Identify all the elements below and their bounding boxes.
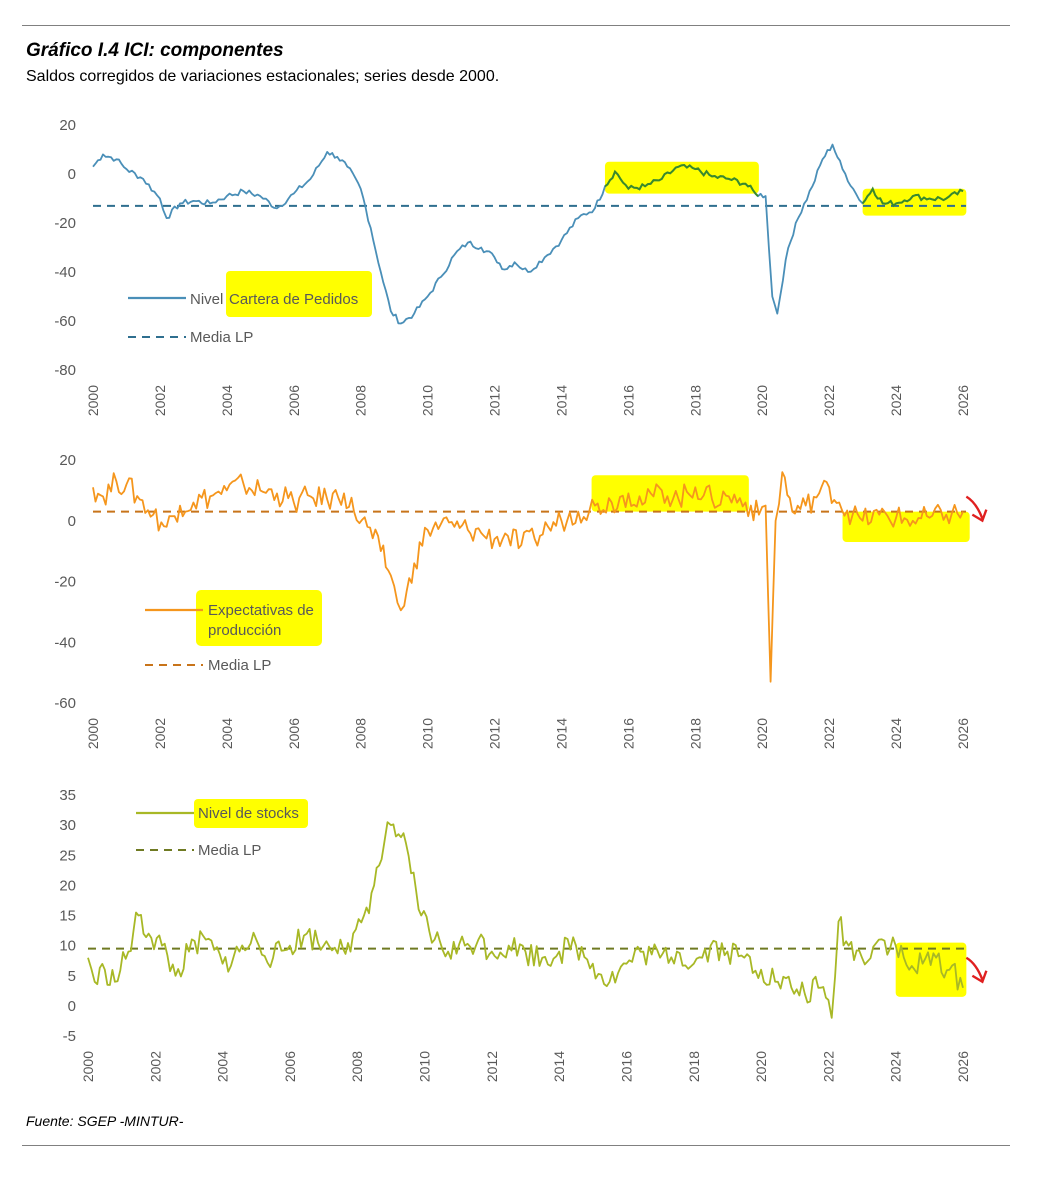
legend-cartera-pedidos: Nivel Cartera de Pedidos Media LP	[128, 271, 372, 346]
legend-label-cartera: Cartera de Pedidos	[229, 291, 358, 308]
x-tick-label: 2008	[353, 718, 369, 749]
highlight-region-0	[895, 942, 967, 997]
y-tick-label: 0	[68, 166, 76, 183]
legend-label-media: Media LP	[198, 842, 261, 859]
legend-label-nivel: Nivel	[190, 291, 223, 308]
x-tick-label: 2016	[618, 1051, 634, 1082]
y-tick-label: 35	[59, 787, 76, 804]
x-tick-label: 2000	[85, 718, 101, 749]
y-tick-label: -40	[54, 264, 76, 281]
legend-label-expectativas-1: Expectativas de	[208, 602, 314, 619]
legend-label-stocks: Nivel de stocks	[198, 805, 299, 822]
x-tick-label: 2010	[420, 385, 436, 416]
legend-label-media: Media LP	[208, 657, 271, 674]
annotation-arrow	[965, 495, 988, 523]
x-tick-label: 2018	[687, 385, 703, 416]
y-tick-label: 20	[59, 877, 76, 894]
chart-subtitle: Saldos corregidos de variaciones estacio…	[26, 68, 500, 85]
x-tick-label: 2008	[353, 385, 369, 416]
legend-highlight	[194, 799, 308, 828]
x-tick-label: 2018	[686, 1051, 702, 1082]
y-tick-label: 0	[68, 998, 76, 1015]
x-tick-label: 2022	[821, 718, 837, 749]
x-tick-label: 2008	[349, 1051, 365, 1082]
x-tick-label: 2020	[753, 1051, 769, 1082]
x-tick-label: 2020	[754, 385, 770, 416]
annotation-arrow	[965, 956, 988, 984]
legend-highlight	[196, 590, 322, 646]
top-rule	[22, 25, 1010, 26]
chart-panel-cartera-pedidos: 20 0 -20 -40 -60 -80 2000 2002 2004 2006 2008 2010 2…	[54, 117, 971, 416]
x-tick-label: 2012	[487, 385, 503, 416]
y-tick-label: -60	[54, 313, 76, 330]
highlight-region-1	[862, 188, 967, 216]
y-tick-label: 25	[59, 847, 76, 864]
legend-label-media: Media LP	[190, 329, 253, 346]
x-tick-label: 2022	[820, 1051, 836, 1082]
series-line	[92, 143, 964, 325]
series-line	[92, 471, 964, 683]
legend-expectativas: Expectativas de producción Media LP	[145, 590, 322, 674]
y-tick-label: 20	[59, 117, 76, 134]
x-tick-label: 2024	[888, 1051, 904, 1082]
x-tick-label: 2026	[955, 385, 971, 416]
x-tick-label: 2016	[620, 385, 636, 416]
bottom-rule	[22, 1145, 1010, 1146]
x-tick-label: 2026	[955, 1051, 971, 1082]
source-note: Fuente: SGEP -MINTUR-	[26, 1113, 184, 1129]
x-tick-label: 2006	[286, 385, 302, 416]
x-tick-label: 2004	[219, 385, 235, 416]
x-tick-label: 2018	[687, 718, 703, 749]
x-tick-label: 2012	[484, 1051, 500, 1082]
x-tick-label: 2004	[215, 1051, 231, 1082]
x-tick-label: 2016	[620, 718, 636, 749]
y-tick-label: -60	[54, 695, 76, 712]
x-tick-label: 2000	[80, 1051, 96, 1082]
x-tick-label: 2002	[152, 718, 168, 749]
x-tick-label: 2024	[888, 385, 904, 416]
x-tick-label: 2026	[955, 718, 971, 749]
chart-title: Gráfico I.4 ICI: componentes	[26, 40, 284, 61]
x-tick-label: 2006	[286, 718, 302, 749]
series-line-highlighted-1	[861, 186, 964, 208]
highlight-region-1	[842, 511, 970, 543]
y-tick-label: -80	[54, 362, 76, 379]
x-tick-label: 2020	[754, 718, 770, 749]
y-tick-label: -40	[54, 634, 76, 651]
x-tick-label: 2014	[553, 718, 569, 749]
series-line-highlighted-0	[604, 163, 759, 197]
x-tick-label: 2002	[152, 385, 168, 416]
x-tick-label: 2006	[282, 1051, 298, 1082]
legend-stocks: Nivel de stocks Media LP	[136, 799, 308, 859]
x-tick-label: 2012	[487, 718, 503, 749]
y-tick-label: -5	[63, 1028, 76, 1045]
x-tick-label: 2014	[551, 1051, 567, 1082]
x-tick-label: 2010	[417, 1051, 433, 1082]
legend-highlight	[226, 271, 372, 317]
y-tick-label: 10	[59, 938, 76, 955]
y-tick-label: 5	[68, 968, 76, 985]
y-tick-label: 15	[59, 908, 76, 925]
x-tick-label: 2004	[219, 718, 235, 749]
x-tick-label: 2010	[420, 718, 436, 749]
y-tick-label: -20	[54, 574, 76, 591]
x-tick-label: 2014	[553, 385, 569, 416]
y-tick-label: 20	[59, 452, 76, 469]
legend-label-expectativas-2: producción	[208, 622, 281, 639]
x-tick-label: 2024	[888, 718, 904, 749]
y-tick-label: 0	[68, 513, 76, 530]
x-tick-label: 2000	[85, 385, 101, 416]
series-line	[87, 821, 964, 1019]
y-tick-label: -20	[54, 215, 76, 232]
x-tick-label: 2022	[821, 385, 837, 416]
x-tick-label: 2002	[147, 1051, 163, 1082]
y-tick-label: 30	[59, 817, 76, 834]
chart-panel-expectativas: 20 0 -20 -40 -60 2000 2002 2004 2006 2008 2010 2012…	[54, 452, 988, 749]
